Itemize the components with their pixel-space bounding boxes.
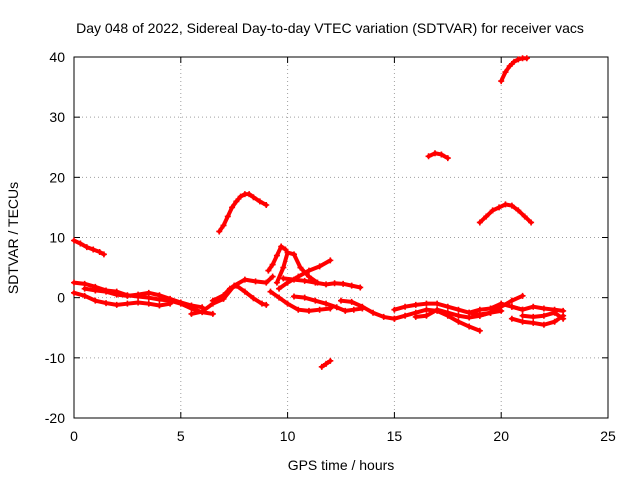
sat-track-08 bbox=[265, 243, 289, 274]
data-point bbox=[100, 251, 107, 258]
sat-track-07 bbox=[216, 191, 270, 235]
data-trace-segment bbox=[292, 252, 303, 270]
data-trace-segment bbox=[552, 310, 566, 321]
data-trace-segment bbox=[522, 214, 534, 225]
data-point bbox=[263, 301, 270, 308]
data-trace-segment bbox=[445, 313, 461, 324]
data-point bbox=[282, 246, 289, 253]
axis-ticks: 0 5 10 15 20 25 -20 -10 0 10 20 30 40 bbox=[45, 49, 616, 444]
data-trace-segment bbox=[285, 301, 301, 312]
sat-track-23 bbox=[498, 55, 530, 85]
sat-track-21 bbox=[476, 292, 526, 319]
data-trace-segment bbox=[488, 304, 504, 315]
x-axis-label: GPS time / hours bbox=[288, 457, 395, 473]
x-tick-label: 15 bbox=[387, 428, 403, 444]
data-trace-segment bbox=[296, 268, 311, 279]
data-trace-segment bbox=[200, 301, 215, 314]
data-points bbox=[71, 55, 567, 370]
sat-track-03 bbox=[71, 289, 174, 309]
x-tick-label: 5 bbox=[177, 428, 185, 444]
sat-track-06 bbox=[209, 282, 270, 308]
y-axis-label: SDTVAR / TECUs bbox=[5, 182, 21, 294]
data-point bbox=[476, 327, 483, 334]
y-tick-label: 20 bbox=[49, 169, 65, 185]
y-tick-label: 0 bbox=[57, 290, 65, 306]
sat-track-26 bbox=[519, 309, 567, 322]
x-tick-label: 20 bbox=[493, 428, 509, 444]
data-trace-segment bbox=[509, 293, 525, 303]
data-trace-segment bbox=[360, 304, 376, 315]
data-point bbox=[269, 273, 276, 280]
sat-track-14 bbox=[338, 297, 398, 322]
data-point bbox=[209, 310, 216, 317]
y-tick-label: -10 bbox=[45, 350, 65, 366]
data-point bbox=[263, 202, 270, 209]
data-point bbox=[327, 357, 334, 364]
chart-title: Day 048 of 2022, Sidereal Day-to-day VTE… bbox=[76, 20, 584, 36]
sat-track-15 bbox=[318, 357, 334, 370]
data-point bbox=[528, 219, 535, 226]
data-point bbox=[519, 292, 526, 299]
sat-track-05 bbox=[188, 273, 276, 317]
sat-track-01 bbox=[71, 237, 107, 258]
sat-track-19 bbox=[425, 150, 451, 162]
sat-track-22 bbox=[476, 201, 535, 226]
data-trace-segment bbox=[424, 307, 440, 318]
sat-track-12 bbox=[280, 275, 364, 291]
data-trace-segment bbox=[264, 274, 275, 285]
data-point bbox=[357, 284, 364, 291]
sat-track-04 bbox=[81, 285, 206, 311]
data-trace-segment bbox=[317, 258, 333, 269]
data-point bbox=[327, 257, 334, 264]
sat-track-24 bbox=[508, 303, 567, 314]
x-tick-label: 0 bbox=[70, 428, 78, 444]
data-point bbox=[560, 315, 567, 322]
y-tick-label: 10 bbox=[49, 230, 65, 246]
grid-lines bbox=[74, 57, 608, 418]
sat-track-13 bbox=[291, 293, 366, 314]
x-tick-label: 10 bbox=[280, 428, 296, 444]
data-trace-segment bbox=[274, 265, 286, 285]
data-trace-segment bbox=[499, 298, 514, 309]
y-tick-label: -20 bbox=[45, 410, 65, 426]
data-point bbox=[523, 55, 530, 62]
y-tick-label: 40 bbox=[49, 49, 65, 65]
data-point bbox=[444, 155, 451, 162]
y-tick-label: 30 bbox=[49, 109, 65, 125]
x-tick-label: 25 bbox=[600, 428, 616, 444]
